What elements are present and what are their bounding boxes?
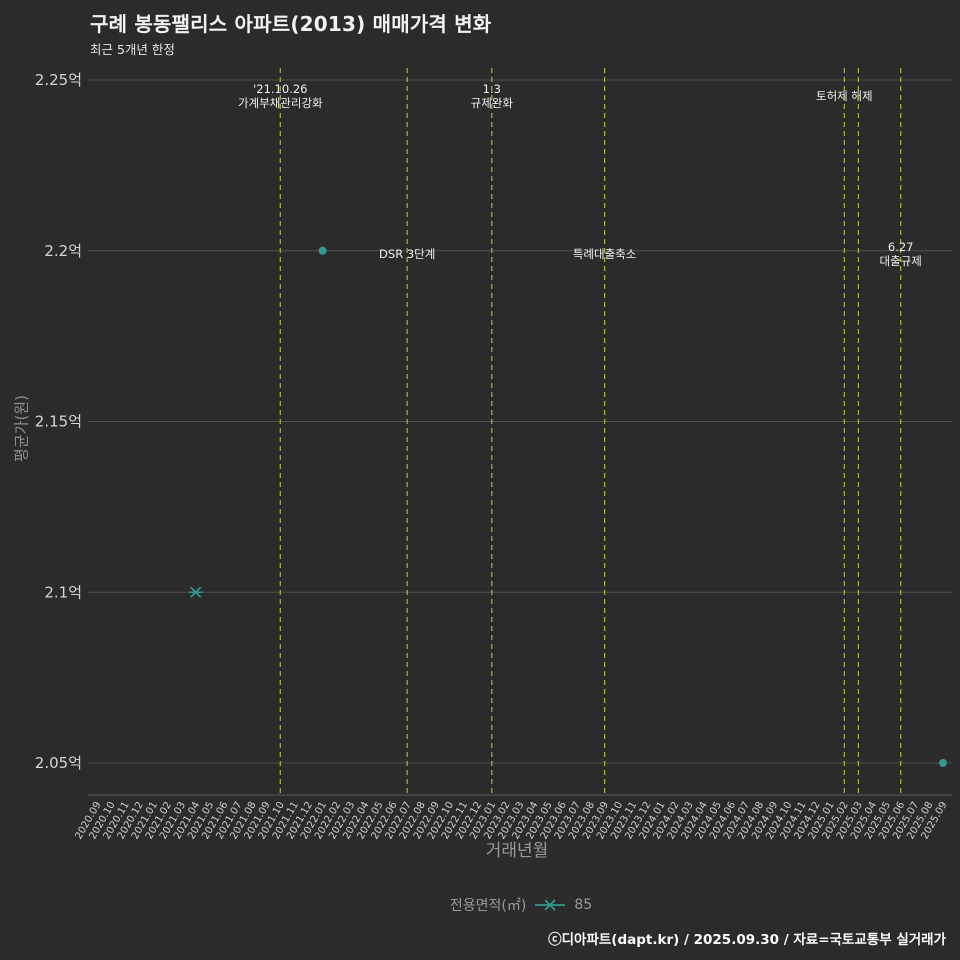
y-axis-label: 평균가(원) (12, 395, 31, 462)
event-label: '21.10.26 (253, 82, 307, 96)
y-tick-label: 2.05억 (35, 754, 82, 772)
chart-title: 구례 봉동팰리스 아파트(2013) 매매가격 변화 (90, 12, 492, 36)
legend-value: 85 (574, 897, 593, 913)
chart-subtitle: 최근 5개년 한정 (90, 42, 175, 57)
event-label: 토허제 해제 (816, 89, 873, 103)
credit-line: ⓒ디아파트(dapt.kr) / 2025.09.30 / 자료=국토교통부 실… (548, 932, 946, 948)
event-label: 1.3 (483, 82, 501, 96)
data-point-x-marker (190, 586, 202, 598)
event-label: 6.27 (888, 240, 914, 254)
y-tick-label: 2.1억 (44, 583, 82, 601)
event-label: DSR 3단계 (379, 247, 435, 261)
legend-label: 전용면적(㎡) (449, 898, 527, 914)
legend-x-marker-icon (535, 899, 566, 911)
data-point-dot (318, 246, 327, 255)
y-tick-label: 2.2억 (44, 242, 82, 260)
event-label: 특례대출축소 (573, 247, 636, 261)
x-axis-label: 거래년월 (485, 841, 549, 861)
event-label: 대출규제 (880, 254, 922, 268)
data-point-dot (939, 759, 947, 767)
y-tick-label: 2.25억 (35, 71, 82, 89)
y-tick-label: 2.15억 (35, 413, 82, 431)
legend: 전용면적(㎡) 85 (90, 895, 952, 915)
event-label: 규제완화 (471, 96, 514, 110)
event-label: 가계부채관리강화 (238, 96, 323, 110)
